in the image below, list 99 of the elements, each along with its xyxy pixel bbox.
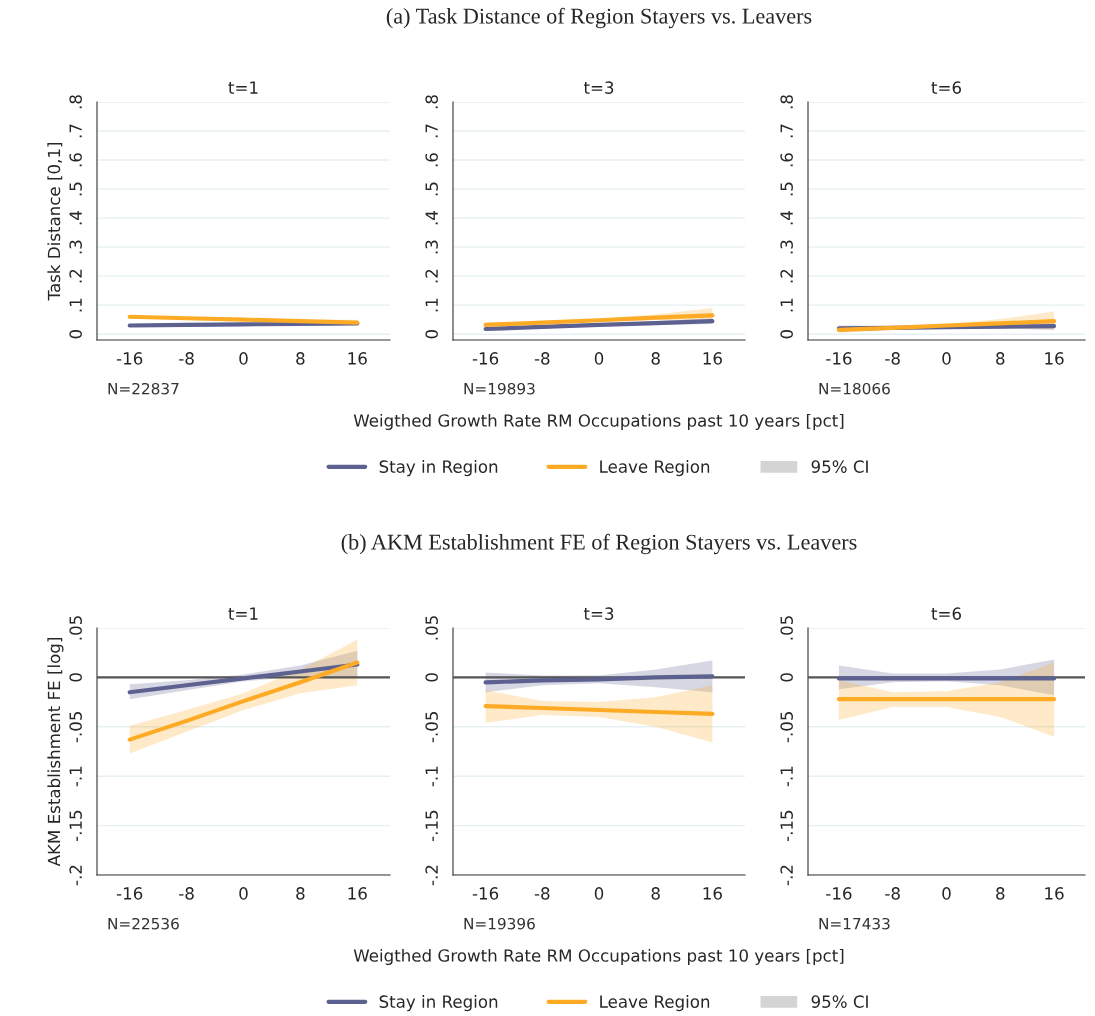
legend-label: Stay in Region xyxy=(379,460,498,477)
x-tick-label: 0 xyxy=(239,352,248,365)
y-tick-label: -.15 xyxy=(425,810,438,842)
y-tick-label: .6 xyxy=(780,153,793,167)
y-tick-label: .4 xyxy=(780,211,793,225)
x-tick-label: -8 xyxy=(179,352,194,365)
y-tick-label: .2 xyxy=(69,269,82,283)
y-tick-label: .05 xyxy=(425,616,438,640)
chart-subtitle: t=1 xyxy=(228,607,258,620)
x-tick-label: 0 xyxy=(594,887,604,900)
x-tick-label: -8 xyxy=(534,352,550,365)
x-tick-label: -16 xyxy=(826,887,852,900)
text: N=22837 xyxy=(108,382,179,395)
y-tick-label: .3 xyxy=(780,240,793,254)
y-tick-label: 0 xyxy=(425,330,438,339)
y-tick-label: .1 xyxy=(69,298,82,312)
y-tick-label: 0 xyxy=(780,673,793,682)
y-tick-label: -.05 xyxy=(780,711,793,743)
x-tick-label: 8 xyxy=(296,352,305,365)
x-tick-label: 16 xyxy=(348,887,367,900)
x-tick-label: -8 xyxy=(885,352,900,365)
x-tick-label: -8 xyxy=(534,887,550,900)
y-tick-label: .8 xyxy=(780,95,793,109)
y-tick-label: .7 xyxy=(425,124,438,138)
y-tick-label: -.2 xyxy=(425,865,438,886)
y-tick-label: .4 xyxy=(69,211,82,225)
x-tick-label: -16 xyxy=(472,352,499,365)
x-tick-label: -16 xyxy=(116,887,143,900)
x-tick-label: 16 xyxy=(703,887,722,900)
text: N=22536 xyxy=(108,917,179,930)
y-tick-label: -.1 xyxy=(425,766,438,787)
y-tick-label: .5 xyxy=(69,182,82,196)
y-tick-label: .1 xyxy=(780,298,793,312)
x-axis-title: Weigthed Growth Rate RM Occupations past 10 years [pct] xyxy=(353,948,844,966)
y-tick-label: .05 xyxy=(69,616,82,640)
chart-subtitle: t=6 xyxy=(931,81,961,94)
chart-subtitle: t=3 xyxy=(583,607,614,620)
y-tick-label: .05 xyxy=(780,616,793,640)
x-axis-title: Weigthed Growth Rate RM Occupations past 10 years [pct] xyxy=(353,413,844,431)
y-tick-label: -.15 xyxy=(69,810,82,842)
legend-label: Leave Region xyxy=(600,995,710,1012)
y-tick-label: .3 xyxy=(69,240,82,254)
text: N=18066 xyxy=(819,382,890,395)
x-tick-label: 0 xyxy=(942,352,951,365)
text: 95% CI xyxy=(811,995,868,1008)
y-tick-label: -.05 xyxy=(69,711,82,743)
x-tick-label: 16 xyxy=(703,352,722,365)
x-tick-label: 8 xyxy=(651,887,660,900)
y-tick-label: 0 xyxy=(425,673,438,682)
y-axis-title: AKM Establishment FE [log] xyxy=(47,638,64,867)
x-tick-label: 0 xyxy=(239,887,248,900)
legend-label: Stay in Region xyxy=(379,995,498,1012)
y-tick-label: 0 xyxy=(780,330,793,339)
y-tick-label: -.2 xyxy=(780,865,793,886)
y-tick-label: -.05 xyxy=(425,711,438,743)
x-tick-label: 16 xyxy=(348,352,367,365)
y-tick-label: .7 xyxy=(69,124,82,138)
x-tick-label: -8 xyxy=(885,887,900,900)
y-tick-label: .5 xyxy=(780,182,793,196)
y-tick-label: .8 xyxy=(425,95,438,109)
y-tick-label: -.1 xyxy=(69,766,82,787)
y-tick-label: .1 xyxy=(425,298,438,312)
x-tick-label: 0 xyxy=(942,887,951,900)
y-tick-label: -.15 xyxy=(780,810,793,842)
x-tick-label: 8 xyxy=(296,887,305,900)
x-tick-label: -8 xyxy=(179,887,194,900)
x-tick-label: -16 xyxy=(472,887,499,900)
y-tick-label: .5 xyxy=(425,182,438,196)
y-tick-label: .6 xyxy=(425,153,438,167)
text: N=19396 xyxy=(464,917,535,930)
x-tick-label: 16 xyxy=(1045,352,1064,365)
chart-subtitle: t=1 xyxy=(228,81,258,94)
x-tick-label: 8 xyxy=(996,352,1005,365)
y-tick-label: 0 xyxy=(69,673,82,682)
y-tick-label: .3 xyxy=(425,240,438,254)
y-tick-label: -.2 xyxy=(69,865,82,886)
text: N=19893 xyxy=(464,382,535,395)
chart-title: (a) Task Distance of Region Stayers vs. Leavers xyxy=(386,7,812,29)
y-tick-label: .8 xyxy=(69,95,82,109)
y-tick-label: .7 xyxy=(780,124,793,138)
text: N=17433 xyxy=(819,917,890,930)
x-tick-label: -16 xyxy=(826,352,852,365)
y-tick-label: .2 xyxy=(780,269,793,283)
chart-title: (b) AKM Establishment FE of Region Stayers vs. Leavers xyxy=(341,533,857,555)
chart-subtitle: t=3 xyxy=(583,81,614,94)
legend-label: Leave Region xyxy=(600,460,710,477)
x-tick-label: -16 xyxy=(116,352,143,365)
y-tick-label: 0 xyxy=(69,330,82,339)
y-tick-label: -.1 xyxy=(780,766,793,787)
text: 95% CI xyxy=(811,460,868,473)
x-tick-label: 8 xyxy=(996,887,1005,900)
x-tick-label: 8 xyxy=(651,352,660,365)
chart-subtitle: t=6 xyxy=(931,607,961,620)
y-tick-label: .4 xyxy=(425,211,438,225)
x-tick-label: 0 xyxy=(594,352,604,365)
y-tick-label: .6 xyxy=(69,153,82,167)
y-axis-title: Task Distance [0,1] xyxy=(47,142,63,301)
x-tick-label: 16 xyxy=(1045,887,1064,900)
y-tick-label: .2 xyxy=(425,269,438,283)
